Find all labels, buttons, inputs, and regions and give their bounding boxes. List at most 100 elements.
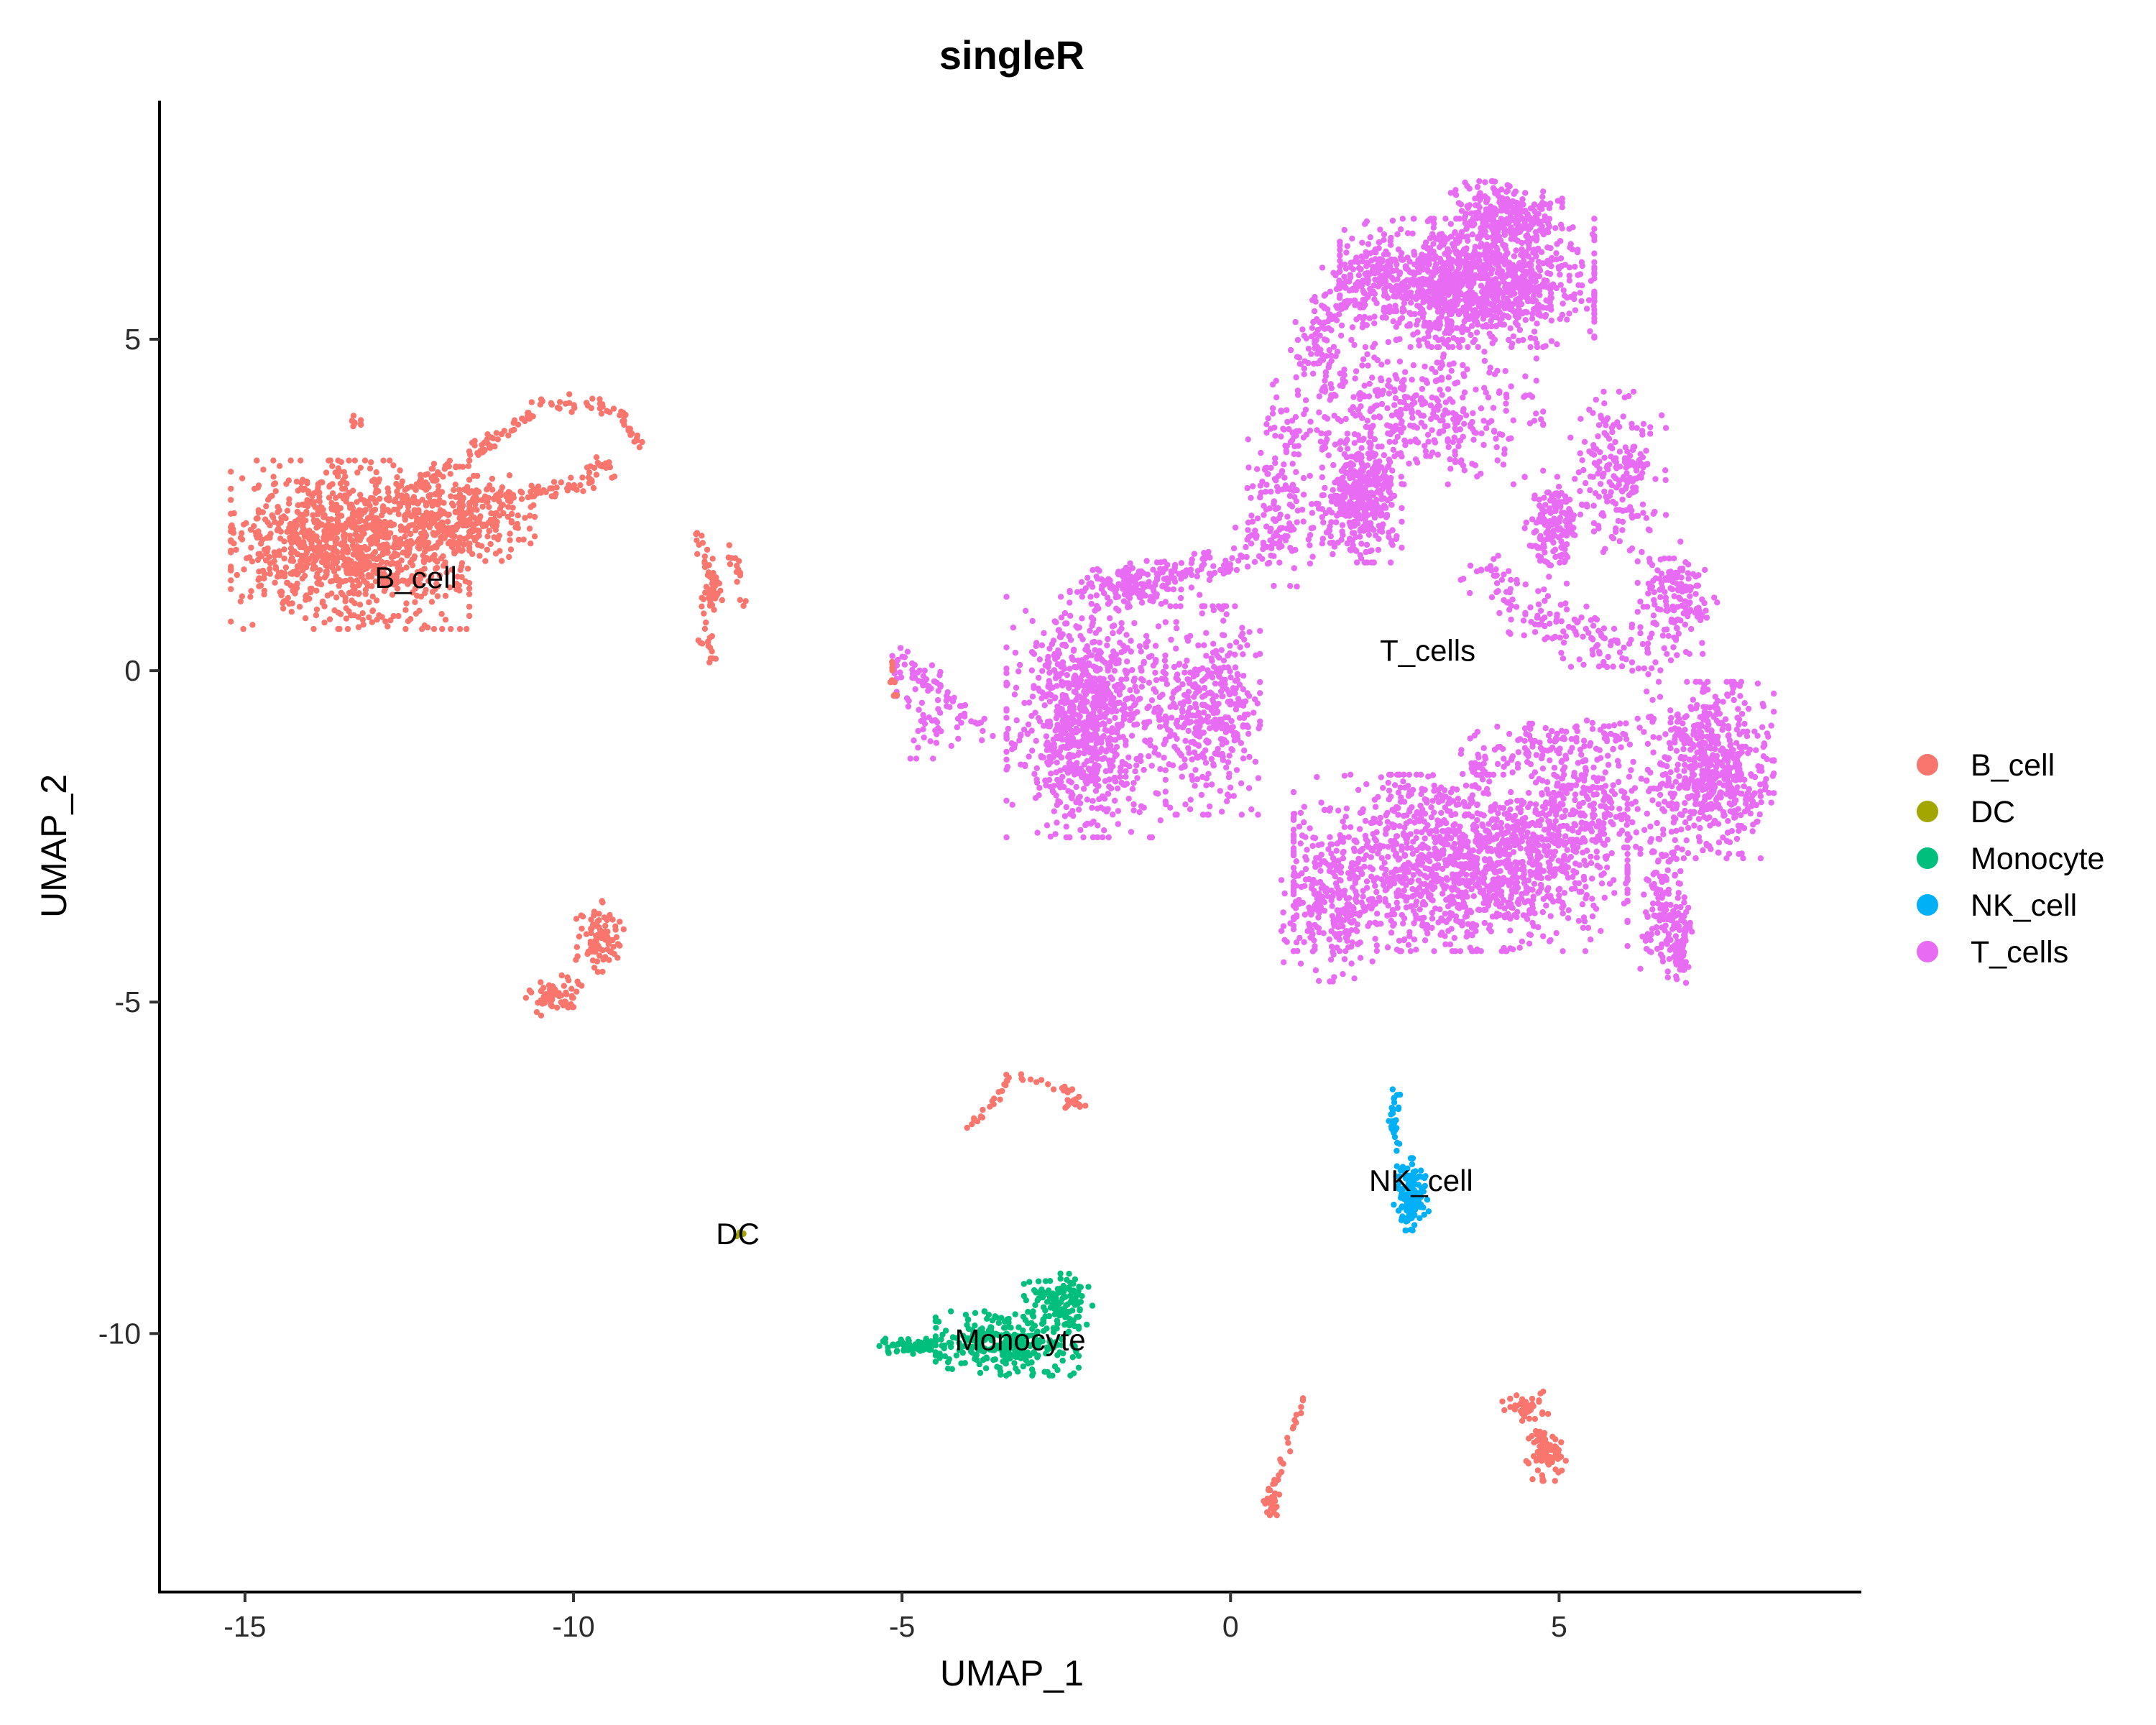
data-point xyxy=(1566,272,1572,279)
data-point xyxy=(1378,362,1385,368)
data-point xyxy=(1135,696,1143,702)
data-point xyxy=(1478,405,1485,412)
data-point xyxy=(1054,759,1060,766)
data-point xyxy=(1380,521,1386,528)
data-point xyxy=(1496,388,1503,395)
data-point xyxy=(1521,474,1528,480)
data-point xyxy=(1533,253,1539,259)
data-point xyxy=(1493,436,1499,442)
data-point xyxy=(1591,315,1598,321)
data-point xyxy=(1703,615,1710,621)
data-point xyxy=(1340,818,1346,825)
data-point xyxy=(1591,233,1598,239)
data-point xyxy=(1353,559,1360,566)
data-point xyxy=(1204,713,1212,720)
data-point xyxy=(1366,315,1373,321)
data-point xyxy=(1102,659,1109,666)
data-point xyxy=(1445,481,1451,488)
data-point xyxy=(1118,722,1125,729)
data-point xyxy=(1510,333,1517,340)
data-point xyxy=(1256,725,1262,732)
data-point xyxy=(1095,749,1101,755)
data-point xyxy=(1089,798,1096,804)
data-point xyxy=(1417,802,1424,809)
data-point xyxy=(1699,596,1705,603)
data-point xyxy=(1162,652,1169,659)
data-point xyxy=(1138,676,1145,682)
data-point xyxy=(1667,585,1674,592)
data-point xyxy=(1468,210,1475,216)
data-point xyxy=(1481,357,1488,364)
data-point xyxy=(1475,234,1481,240)
data-point xyxy=(1601,488,1608,494)
data-point xyxy=(1481,385,1488,391)
data-point xyxy=(1502,257,1508,263)
data-point xyxy=(1643,447,1649,454)
data-point xyxy=(1109,708,1115,715)
data-point xyxy=(1521,525,1528,532)
data-point xyxy=(1162,776,1169,783)
data-point xyxy=(1456,344,1462,350)
data-point xyxy=(1067,810,1074,817)
data-point xyxy=(1085,765,1092,772)
data-point xyxy=(1396,358,1404,365)
data-point xyxy=(1394,276,1401,282)
data-point xyxy=(1444,326,1450,334)
data-point xyxy=(1319,474,1326,481)
data-point xyxy=(1367,234,1374,241)
data-point xyxy=(1552,491,1558,497)
data-point xyxy=(1307,825,1313,832)
data-point xyxy=(1522,207,1529,214)
data-point xyxy=(1120,598,1128,604)
data-point xyxy=(1537,502,1543,509)
data-point xyxy=(1393,308,1400,315)
data-point xyxy=(1343,454,1350,461)
data-point xyxy=(1368,547,1375,553)
data-point xyxy=(1395,887,1402,893)
data-point xyxy=(1096,639,1103,646)
data-point xyxy=(1128,711,1134,717)
data-point xyxy=(1337,832,1343,839)
data-point xyxy=(1194,755,1201,761)
data-point xyxy=(1130,801,1137,808)
data-point xyxy=(1429,250,1437,257)
data-point xyxy=(1595,433,1601,440)
data-point xyxy=(1324,415,1331,422)
data-point xyxy=(1547,893,1554,899)
data-point xyxy=(1233,706,1240,713)
data-point xyxy=(1055,627,1062,634)
data-point xyxy=(1095,652,1102,658)
data-point xyxy=(1442,933,1448,939)
data-point xyxy=(1373,402,1381,409)
data-point xyxy=(1061,610,1069,617)
data-point xyxy=(1107,742,1114,749)
data-point xyxy=(1220,617,1227,624)
data-point xyxy=(1591,310,1598,317)
data-point xyxy=(1370,282,1377,289)
data-point xyxy=(1673,617,1680,624)
data-point xyxy=(1132,768,1138,775)
data-point xyxy=(1322,484,1328,491)
data-point xyxy=(1234,671,1241,677)
data-point xyxy=(1123,773,1129,780)
data-point xyxy=(1383,293,1390,299)
data-point xyxy=(1438,374,1445,381)
data-point xyxy=(1061,641,1069,648)
data-point xyxy=(1591,333,1598,340)
data-point xyxy=(1521,218,1528,226)
data-point xyxy=(1029,748,1036,754)
data-point xyxy=(1602,546,1608,552)
data-point xyxy=(1384,359,1391,365)
data-point xyxy=(1235,699,1242,707)
data-point xyxy=(1107,599,1113,605)
data-point xyxy=(1071,675,1077,681)
data-point xyxy=(1572,476,1578,482)
data-point xyxy=(1047,685,1054,691)
data-point xyxy=(1136,643,1143,650)
data-point xyxy=(1415,409,1422,416)
data-point xyxy=(1187,704,1194,712)
data-point xyxy=(1533,237,1539,244)
data-point xyxy=(1533,410,1539,417)
data-point xyxy=(1577,415,1584,422)
data-point xyxy=(1427,319,1433,326)
